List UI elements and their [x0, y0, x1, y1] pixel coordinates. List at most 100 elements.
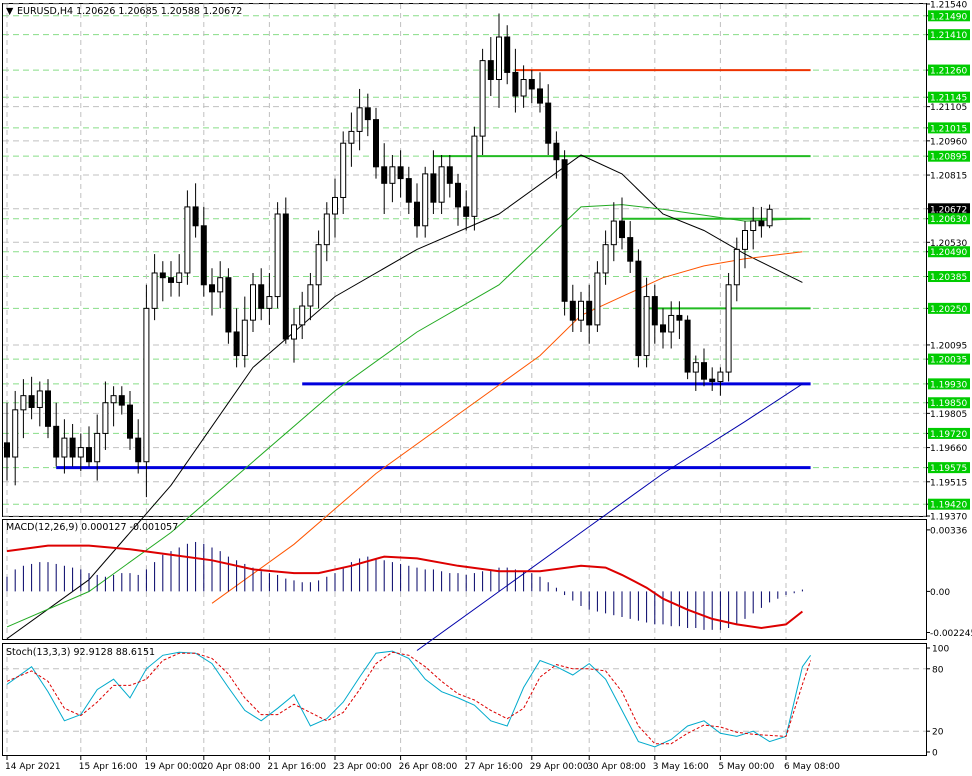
- candle-bullish: [750, 220, 757, 232]
- price-axis-label: 1.21145: [930, 94, 967, 104]
- candle-bearish: [684, 319, 691, 373]
- candle-bearish: [561, 159, 568, 302]
- time-axis-label: 5 May 00:00: [718, 762, 774, 772]
- candle-bearish: [364, 107, 371, 121]
- candle-bullish: [323, 213, 330, 246]
- candle-bearish: [168, 277, 174, 283]
- candle-bullish: [332, 196, 338, 215]
- candle-bearish: [504, 36, 511, 73]
- candle-bullish: [61, 437, 68, 458]
- candle-bullish: [274, 213, 281, 298]
- candle-bullish: [520, 79, 527, 97]
- candle-bearish: [545, 102, 552, 144]
- price-axis-label: 1.20530: [930, 239, 967, 249]
- macd-panel: [2, 519, 927, 640]
- candle-bullish: [348, 130, 355, 144]
- stoch-signal-line: [6, 651, 812, 745]
- macd-header: MACD(12,26,9) 0.000127 -0.001057: [6, 522, 178, 533]
- candle-bearish: [709, 378, 716, 383]
- level-price-tag: [928, 427, 970, 439]
- level-price-tag: [928, 246, 970, 258]
- price-axis-label: 1.20960: [930, 137, 967, 147]
- price-axis-label: 1.19850: [930, 399, 967, 409]
- candle-bullish: [717, 371, 724, 383]
- price-axis-label: 1.20035: [930, 356, 967, 366]
- candle-bullish: [250, 284, 256, 321]
- symbol-dropdown-icon[interactable]: ▼: [6, 6, 14, 17]
- candle-bearish: [627, 237, 634, 262]
- price-axis-label: 1.19370: [930, 513, 967, 523]
- candle-bullish: [299, 305, 306, 326]
- candle-bearish: [701, 362, 707, 380]
- candle-bullish: [217, 277, 224, 293]
- candle-bearish: [586, 300, 593, 326]
- candle-bearish: [430, 173, 437, 203]
- candle-bullish: [241, 319, 248, 357]
- stoch-axis-label: 20: [932, 728, 944, 738]
- candle-bullish: [12, 409, 19, 458]
- candle-bullish: [151, 272, 158, 309]
- level-price-tag: [928, 378, 970, 390]
- candle-bearish: [512, 71, 519, 97]
- candle-bullish: [102, 402, 109, 434]
- candle-bearish: [553, 142, 560, 161]
- candle-bullish: [725, 284, 732, 373]
- candle-bearish: [53, 425, 60, 458]
- candle-bullish: [742, 230, 748, 250]
- price-axis-label: 1.19420: [930, 501, 967, 511]
- candle-bearish: [4, 442, 10, 458]
- macd-signal-line: [6, 544, 804, 630]
- candle-bullish: [733, 248, 740, 286]
- candle-bullish: [307, 284, 314, 307]
- level-price-tag: [928, 150, 970, 162]
- candle-bearish: [414, 201, 420, 227]
- current-price-tag: [928, 203, 970, 215]
- time-axis-label: 30 Apr 08:00: [587, 762, 646, 772]
- candle-bullish: [602, 244, 609, 274]
- price-axis-label: 1.21490: [930, 12, 967, 22]
- candle-bullish: [94, 432, 101, 463]
- stoch-axis-label: 80: [932, 665, 944, 675]
- price-axis-label: 1.21260: [930, 67, 967, 77]
- candle-bearish: [86, 447, 92, 463]
- level-price-tag: [928, 122, 970, 134]
- time-axis-label: 29 Apr 00:00: [530, 762, 589, 772]
- candle-bearish: [233, 331, 240, 357]
- candle-bearish: [676, 314, 683, 321]
- moving-averages: [6, 154, 803, 651]
- price-axis-label: 1.19660: [930, 444, 967, 454]
- candle-bearish: [758, 220, 765, 227]
- candle-bullish: [668, 314, 675, 333]
- candle-bearish: [118, 395, 125, 406]
- level-price-tag: [928, 498, 970, 510]
- price-axis-label: 1.20385: [930, 273, 967, 283]
- candle-bearish: [619, 220, 625, 239]
- level-price-tag: [928, 213, 970, 225]
- time-axis-label: 3 May 16:00: [653, 762, 709, 772]
- price-axis-label: 1.21015: [930, 124, 967, 134]
- stoch-panel: [2, 643, 927, 756]
- candle-bullish: [496, 36, 502, 81]
- moving-average-line: [416, 383, 803, 651]
- candle-bullish: [176, 272, 183, 283]
- time-axis-label: 20 Apr 08:00: [202, 762, 261, 772]
- time-axis-label: 26 Apr 08:00: [399, 762, 458, 772]
- candle-bullish: [610, 220, 617, 246]
- price-axis-label: 1.21540: [930, 1, 967, 11]
- price-axis-label: 1.20895: [930, 153, 967, 163]
- price-axis-label: 1.19930: [930, 380, 967, 390]
- level-price-tag: [928, 397, 970, 409]
- candle-bearish: [463, 206, 470, 217]
- macd-axis-label: 0.00336: [930, 526, 967, 536]
- price-axis-label: 1.20250: [930, 305, 967, 315]
- candle-bullish: [340, 142, 347, 198]
- stoch-main-line: [6, 650, 812, 748]
- stoch-indicator: 100 80 20 0: [3, 645, 949, 759]
- candle-bullish: [766, 208, 773, 227]
- candle-bearish: [660, 324, 666, 333]
- level-price-tag: [928, 10, 970, 22]
- macd-axis-label: -0.002245: [930, 629, 972, 639]
- symbol-header: EURUSD,H4 1.20626 1.20685 1.20588 1.2067…: [17, 6, 242, 17]
